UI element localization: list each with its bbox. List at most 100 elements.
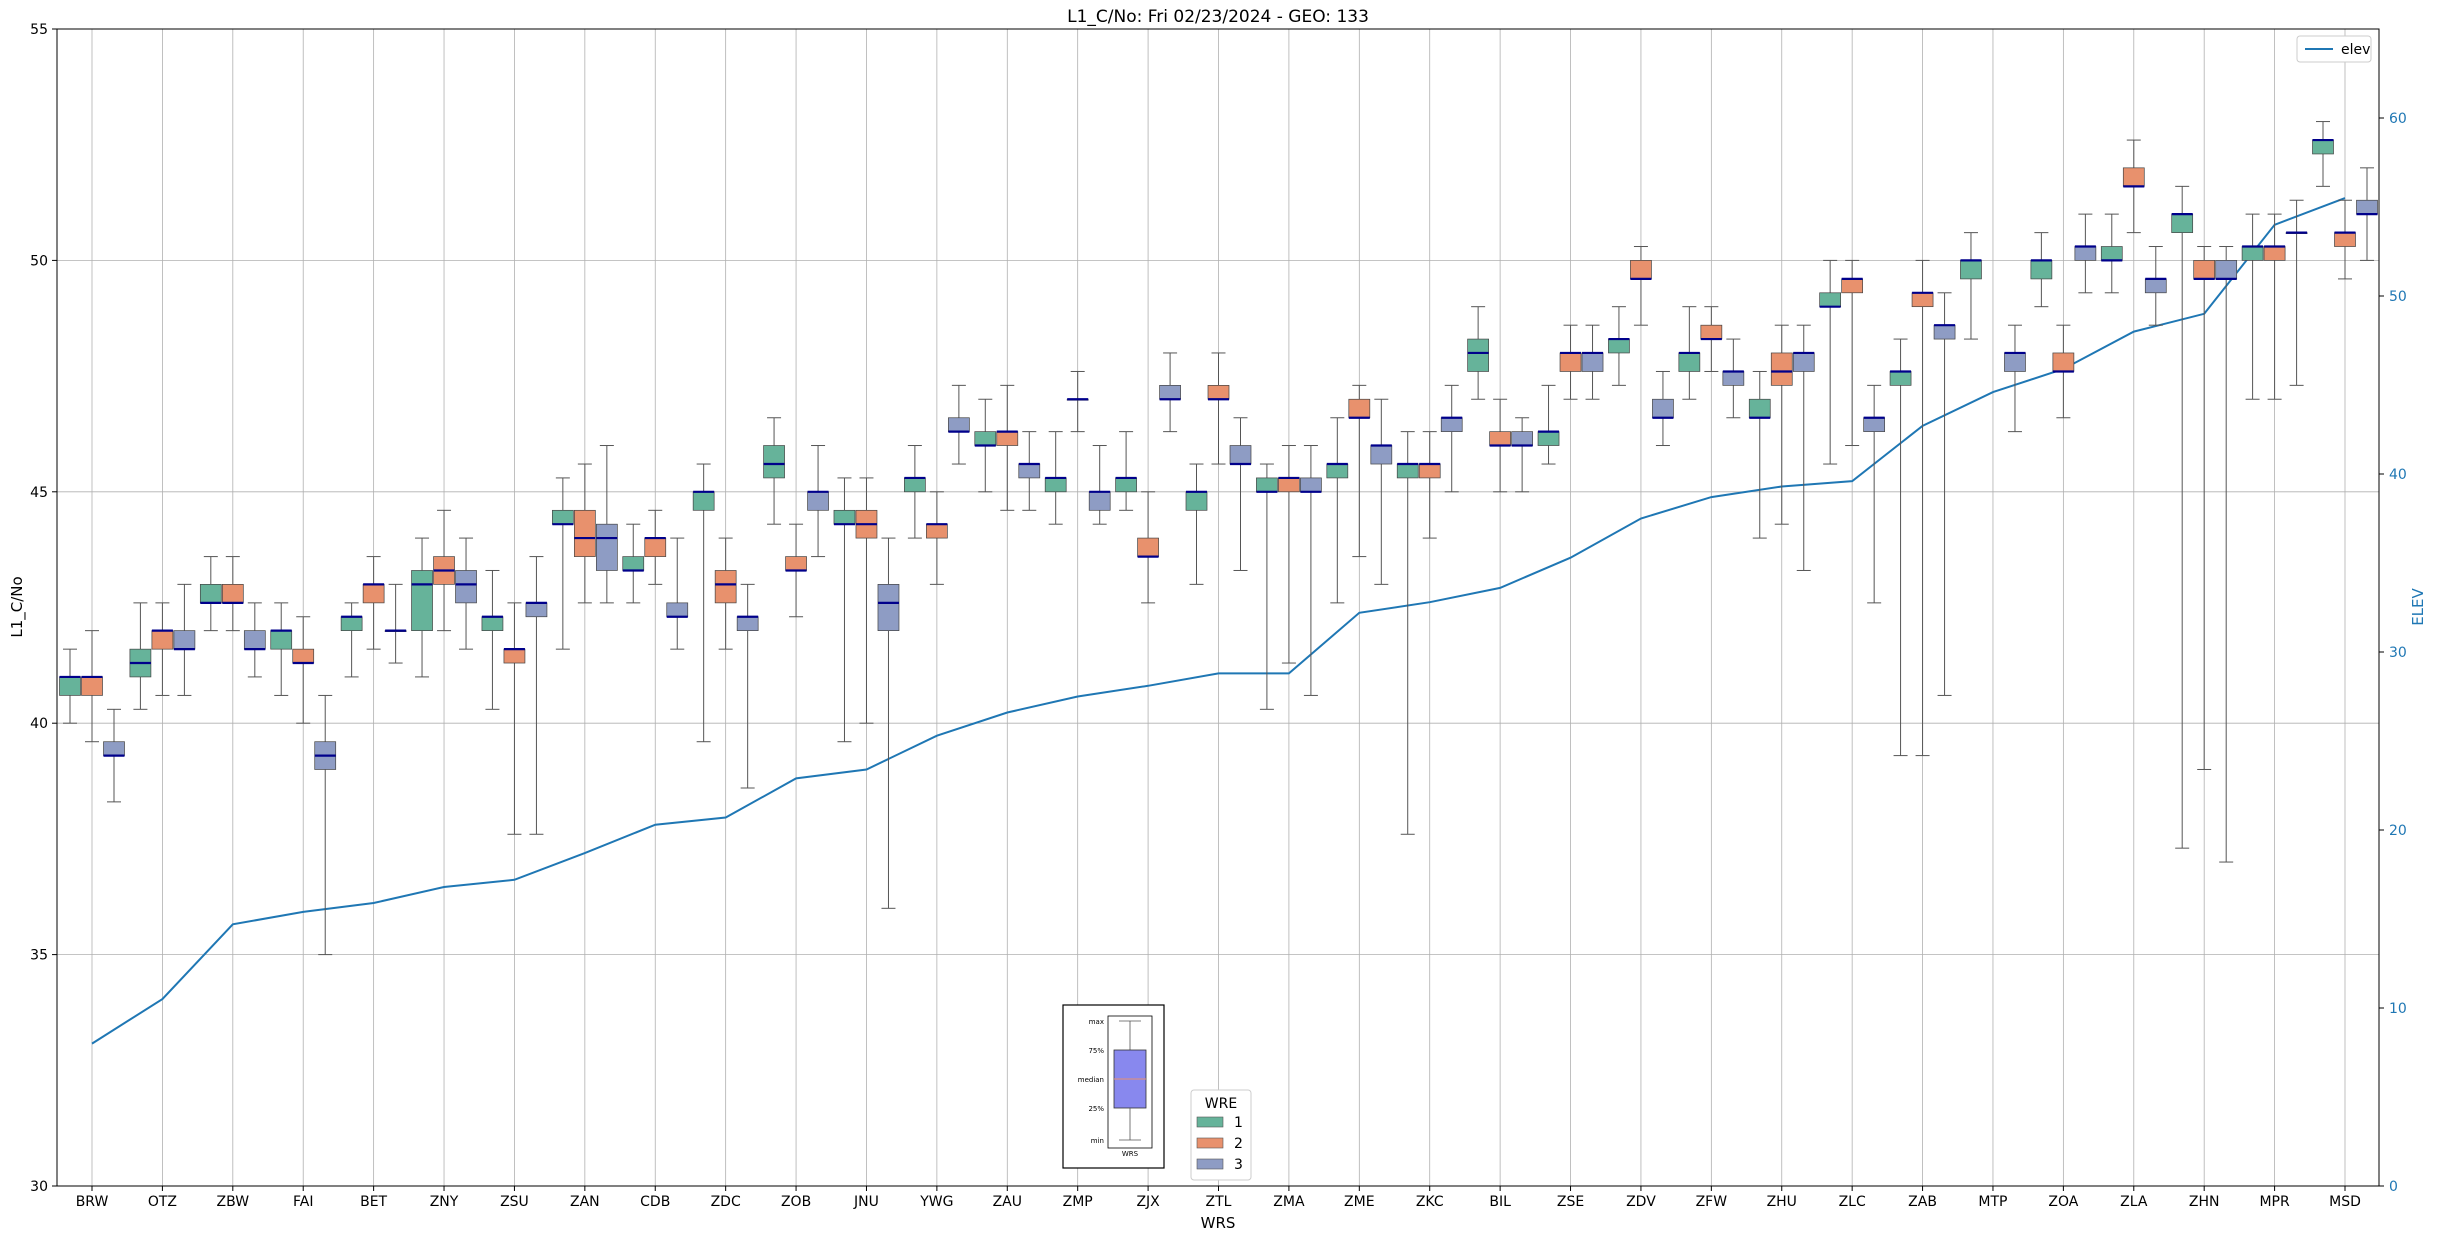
x-tick-label-zau: ZAU bbox=[993, 1194, 1022, 1210]
box-zdv-wre2 bbox=[1630, 246, 1652, 326]
box-zob-wre3 bbox=[807, 445, 829, 558]
box-body-bil-wre1 bbox=[1467, 338, 1489, 372]
box-body-zfw-wre2 bbox=[1700, 324, 1723, 340]
box-body-zhn-wre2 bbox=[2193, 260, 2216, 280]
inset-inner-frame bbox=[1107, 1015, 1153, 1149]
box-zmp-wre2 bbox=[1066, 370, 1089, 433]
box-body-zau-wre1 bbox=[974, 431, 997, 446]
x-tick-label-brw: BRW bbox=[76, 1194, 109, 1210]
y2-tick-label-60: 60 bbox=[2389, 111, 2407, 127]
box-zdv-wre3 bbox=[1652, 370, 1674, 447]
box-body-jnu-wre1 bbox=[833, 509, 856, 525]
y-axis-ticks: 30 35 40 45 50 55 bbox=[30, 22, 57, 1195]
box-body-msd-wre2 bbox=[2334, 232, 2356, 247]
box-body-zob-wre3 bbox=[807, 491, 829, 511]
box-body-zdc-wre1 bbox=[692, 491, 715, 511]
box-body-zfw-wre3 bbox=[1722, 371, 1745, 386]
box-body-zan-wre3 bbox=[595, 523, 618, 571]
box-brw-wre1 bbox=[59, 648, 81, 724]
box-zbw-wre1 bbox=[199, 556, 222, 632]
box-body-zoa-wre1 bbox=[2030, 260, 2053, 280]
box-zma-wre2 bbox=[1278, 445, 1300, 664]
box-zau-wre2 bbox=[996, 384, 1019, 511]
box-zoa-wre1 bbox=[2030, 232, 2053, 308]
box-body-bil-wre2 bbox=[1489, 431, 1511, 446]
box-zab-wre3 bbox=[1933, 292, 1956, 696]
box-brw-wre2 bbox=[81, 630, 103, 743]
box-zjx-wre1 bbox=[1115, 431, 1137, 511]
x-tick-label-zfw: ZFW bbox=[1696, 1194, 1728, 1210]
x-axis-title: WRS bbox=[1201, 1214, 1236, 1232]
box-body-otz-wre2 bbox=[151, 630, 174, 650]
box-body-ywg-wre2 bbox=[926, 523, 948, 539]
box-msd-wre3 bbox=[2356, 167, 2378, 261]
box-zfw-wre2 bbox=[1700, 306, 1723, 372]
x-tick-label-zla: ZLA bbox=[2120, 1194, 2148, 1210]
box-zny-wre3 bbox=[455, 537, 477, 650]
box-cdb-wre1 bbox=[622, 523, 645, 604]
box-body-zma-wre2 bbox=[1278, 477, 1300, 493]
box-body-zan-wre2 bbox=[573, 509, 596, 557]
box-mpr-wre2 bbox=[2263, 213, 2286, 400]
box-zjx-wre2 bbox=[1137, 491, 1159, 604]
box-ztl-wre1 bbox=[1185, 463, 1208, 585]
box-zfw-wre1 bbox=[1678, 306, 1701, 400]
y2-tick-label-50: 50 bbox=[2389, 289, 2407, 305]
x-tick-label-mtp: MTP bbox=[1978, 1194, 2007, 1210]
box-body-cdb-wre2 bbox=[644, 537, 667, 557]
box-zlc-wre3 bbox=[1863, 384, 1886, 604]
x-tick-label-msd: MSD bbox=[2329, 1194, 2361, 1210]
x-tick-label-zab: ZAB bbox=[1908, 1194, 1937, 1210]
box-body-zse-wre1 bbox=[1537, 431, 1560, 446]
box-mpr-wre1 bbox=[2241, 213, 2264, 400]
box-zoa-wre2 bbox=[2052, 324, 2075, 419]
box-zsu-wre1 bbox=[481, 569, 504, 710]
box-body-zkc-wre2 bbox=[1418, 463, 1441, 479]
box-zme-wre2 bbox=[1348, 384, 1371, 558]
box-body-ztl-wre2 bbox=[1207, 385, 1230, 400]
box-body-msd-wre3 bbox=[2356, 199, 2378, 215]
box-body-ztl-wre3 bbox=[1229, 445, 1252, 465]
box-body-mtp-wre1 bbox=[1960, 260, 1982, 280]
box-zhu-wre1 bbox=[1748, 370, 1771, 539]
box-zbw-wre2 bbox=[221, 556, 244, 632]
box-mtp-wre3 bbox=[2004, 324, 2026, 433]
box-body-zhu-wre3 bbox=[1792, 352, 1815, 372]
box-body-zoa-wre3 bbox=[2074, 246, 2097, 261]
box-body-jnu-wre3 bbox=[877, 584, 900, 631]
box-body-zdv-wre2 bbox=[1630, 260, 1652, 280]
box-zoa-wre3 bbox=[2074, 213, 2097, 294]
y-tick-label-30: 30 bbox=[30, 1179, 48, 1195]
x-tick-label-zhn: ZHN bbox=[2189, 1194, 2220, 1210]
box-zdv-wre1 bbox=[1608, 306, 1630, 386]
elev-legend: elev bbox=[2296, 35, 2372, 63]
elevation-line-group bbox=[91, 197, 2346, 1045]
box-body-zjx-wre1 bbox=[1115, 477, 1137, 493]
box-body-brw-wre1 bbox=[59, 676, 81, 696]
inset-label-max: max bbox=[1089, 1018, 1104, 1026]
box-body-zlc-wre1 bbox=[1819, 292, 1842, 308]
box-body-zla-wre2 bbox=[2122, 167, 2145, 187]
wre-legend-label-2: 2 bbox=[1234, 1136, 1243, 1152]
x-tick-label-zma: ZMA bbox=[1273, 1194, 1305, 1210]
box-ywg-wre1 bbox=[904, 445, 926, 539]
box-body-zjx-wre2 bbox=[1137, 537, 1159, 557]
box-zse-wre2 bbox=[1559, 324, 1582, 400]
x-tick-label-zsu: ZSU bbox=[500, 1194, 529, 1210]
inset-label-min: min bbox=[1091, 1137, 1104, 1145]
x-tick-label-otz: OTZ bbox=[148, 1194, 177, 1210]
box-body-zlc-wre2 bbox=[1841, 278, 1864, 294]
box-zhu-wre3 bbox=[1792, 324, 1815, 571]
box-msd-wre2 bbox=[2334, 199, 2356, 280]
box-zfw-wre3 bbox=[1722, 338, 1745, 419]
y-tick-label-35: 35 bbox=[30, 948, 48, 964]
wre-legend-label-3: 3 bbox=[1234, 1157, 1243, 1173]
box-body-zdv-wre3 bbox=[1652, 398, 1674, 419]
box-brw-wre3 bbox=[103, 708, 125, 803]
box-body-mpr-wre1 bbox=[2241, 246, 2264, 261]
box-body-zjx-wre3 bbox=[1159, 385, 1181, 400]
box-body-ywg-wre1 bbox=[904, 477, 926, 493]
x-tick-label-zbw: ZBW bbox=[217, 1194, 250, 1210]
box-body-msd-wre1 bbox=[2312, 139, 2334, 155]
box-body-mtp-wre3 bbox=[2004, 352, 2026, 372]
